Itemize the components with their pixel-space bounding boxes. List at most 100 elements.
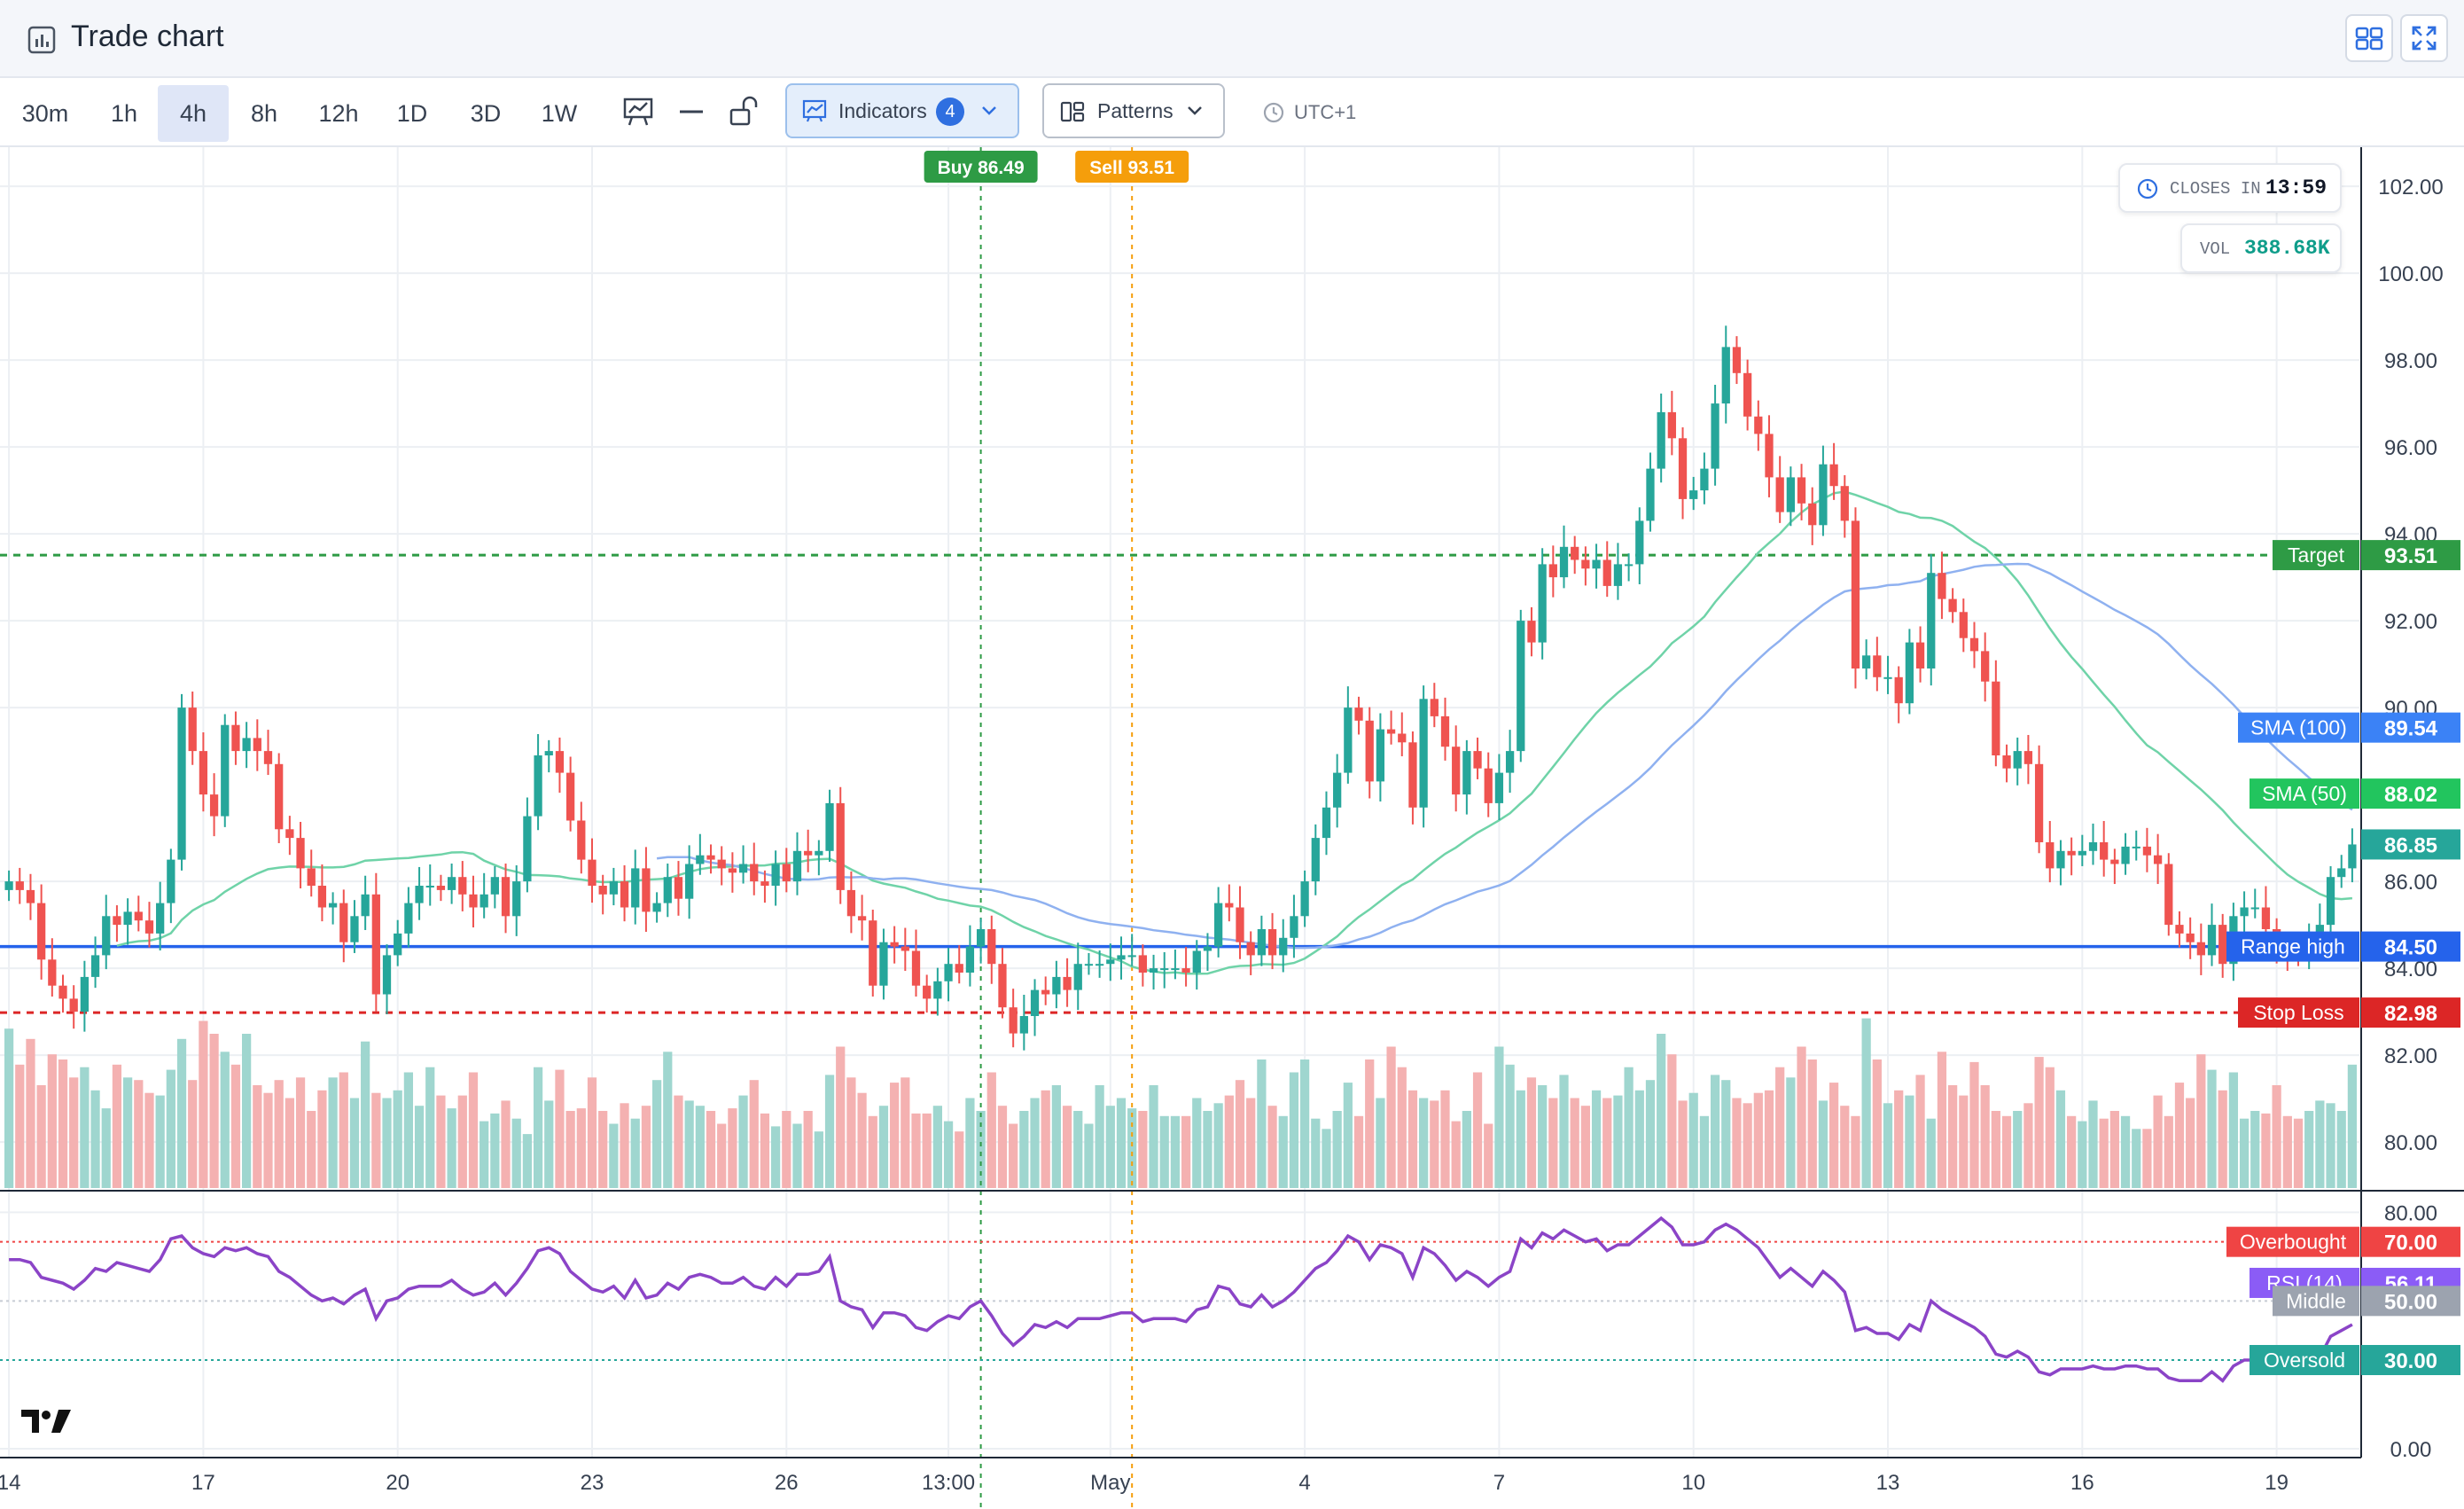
volume-bar [878, 1106, 889, 1188]
candle-body [1322, 807, 1331, 839]
time-tick-label: 4 [1298, 1471, 1310, 1495]
volume-bar [684, 1100, 694, 1188]
volume-bar [2164, 1115, 2173, 1188]
patterns-button[interactable]: Patterns [1042, 83, 1225, 138]
volume-bar [2347, 1064, 2358, 1188]
chart-toolbar: 30m 1h 4h 8h 12h 1D 3D 1W Indicators 4 [0, 78, 2464, 147]
volume-bar [717, 1123, 727, 1188]
candle-body [620, 881, 629, 908]
candle-body [609, 881, 618, 895]
level-target-name-tag [2273, 540, 2359, 571]
volume-bar [1559, 1075, 1569, 1188]
volume-bar [986, 1072, 996, 1188]
timeframe-3d[interactable]: 3D [470, 100, 502, 127]
volume-bar [4, 1028, 14, 1188]
timeframe-8h[interactable]: 8h [250, 100, 278, 127]
timeframe-4h[interactable]: 4h [158, 85, 229, 142]
volume-bar [1095, 1085, 1104, 1188]
volume-bar [1224, 1095, 1234, 1188]
candle-body [663, 877, 672, 903]
candle-body [221, 724, 230, 817]
time-tick-label: 13 [1876, 1471, 1900, 1495]
candle-body [1938, 573, 1946, 599]
volume-bar [533, 1067, 543, 1188]
candle-body [1538, 564, 1547, 643]
volume-bar [1246, 1098, 1256, 1188]
horizontal-line-tool[interactable] [672, 92, 711, 131]
volume-bar [2153, 1095, 2163, 1188]
rsi-tick-label: 0.00 [2390, 1438, 2432, 1462]
volume-bar [1289, 1072, 1299, 1188]
volume-bar [976, 1111, 986, 1188]
layout-grid-button[interactable] [2345, 14, 2393, 62]
price-tick-label: 82.00 [2384, 1044, 2437, 1068]
candle-body [26, 889, 35, 903]
volume-bar [2218, 1090, 2227, 1188]
volume-bar [328, 1077, 338, 1188]
volume-bar [1084, 1123, 1094, 1188]
candle-body [1613, 564, 1623, 586]
vol-value: 388.68K [2244, 237, 2330, 260]
volume-bar [1721, 1080, 1731, 1188]
sma-50--name-tag [2250, 778, 2359, 809]
candle-body [1840, 486, 1849, 521]
timeframe-1h[interactable]: 1h [110, 100, 138, 127]
volume-bar [2099, 1118, 2109, 1188]
indicators-button[interactable]: Indicators 4 [785, 83, 1019, 138]
candle-body [2056, 850, 2065, 869]
volume-bar [911, 1113, 921, 1188]
candle-body [1149, 968, 1158, 973]
candle-body [1657, 411, 1665, 469]
volume-bar [814, 1131, 823, 1188]
candle-body [350, 916, 359, 942]
candle-body [2196, 942, 2205, 956]
candle-body [782, 864, 791, 882]
candle-body [1333, 772, 1342, 808]
timeframe-1w[interactable]: 1W [541, 100, 578, 127]
candle-body [1181, 968, 1190, 973]
candle-body [361, 894, 370, 917]
candle-body [1408, 742, 1417, 808]
candle-body [458, 877, 467, 895]
candle-body [1386, 729, 1396, 734]
volume-bar [199, 1020, 208, 1188]
candlesticks [4, 325, 2357, 1051]
candle-body [976, 929, 986, 947]
candle-body [328, 903, 338, 908]
time-tick-label: 23 [581, 1471, 604, 1495]
candle-body [1246, 942, 1255, 956]
candle-body [1473, 751, 1482, 769]
lock-drawings-button[interactable] [725, 92, 764, 131]
candle-body [1214, 903, 1223, 947]
candle-body [1300, 881, 1309, 917]
chart-type-button[interactable] [619, 92, 658, 131]
candle-body [825, 802, 834, 851]
candle-body [890, 942, 899, 947]
volume-bar [1840, 1106, 1850, 1188]
price-chart[interactable]: Buy 86.49 Sell 93.51 102.00100.0098.0096.… [0, 147, 2464, 1509]
volume-bar [2239, 1118, 2250, 1188]
volume-bar [1462, 1111, 1471, 1188]
candle-body [2013, 751, 2022, 769]
timeframe-1d[interactable]: 1D [396, 100, 428, 127]
candle-body [566, 772, 575, 821]
volume-bar [695, 1106, 705, 1188]
candle-body [199, 751, 208, 795]
candle-body [598, 886, 607, 895]
level-target-name: Target [2288, 543, 2345, 567]
candle-body [317, 886, 327, 908]
volume-bar [1861, 1018, 1871, 1188]
candle-body [1992, 681, 2000, 755]
level-range-high-tag [2361, 931, 2460, 962]
timeframe-30m[interactable]: 30m [21, 100, 69, 127]
volume-bar [490, 1113, 500, 1188]
volume-bar [1407, 1090, 1418, 1188]
volume-bar [1192, 1098, 1202, 1188]
trade-marker-label: Sell 93.51 [1089, 158, 1174, 178]
fullscreen-button[interactable] [2400, 14, 2448, 62]
volume-bar [436, 1095, 446, 1188]
sma-100--name-tag [2238, 712, 2359, 743]
timezone-selector[interactable]: UTC+1 [1259, 90, 1374, 135]
timeframe-12h[interactable]: 12h [318, 100, 359, 127]
candle-body [307, 868, 316, 886]
